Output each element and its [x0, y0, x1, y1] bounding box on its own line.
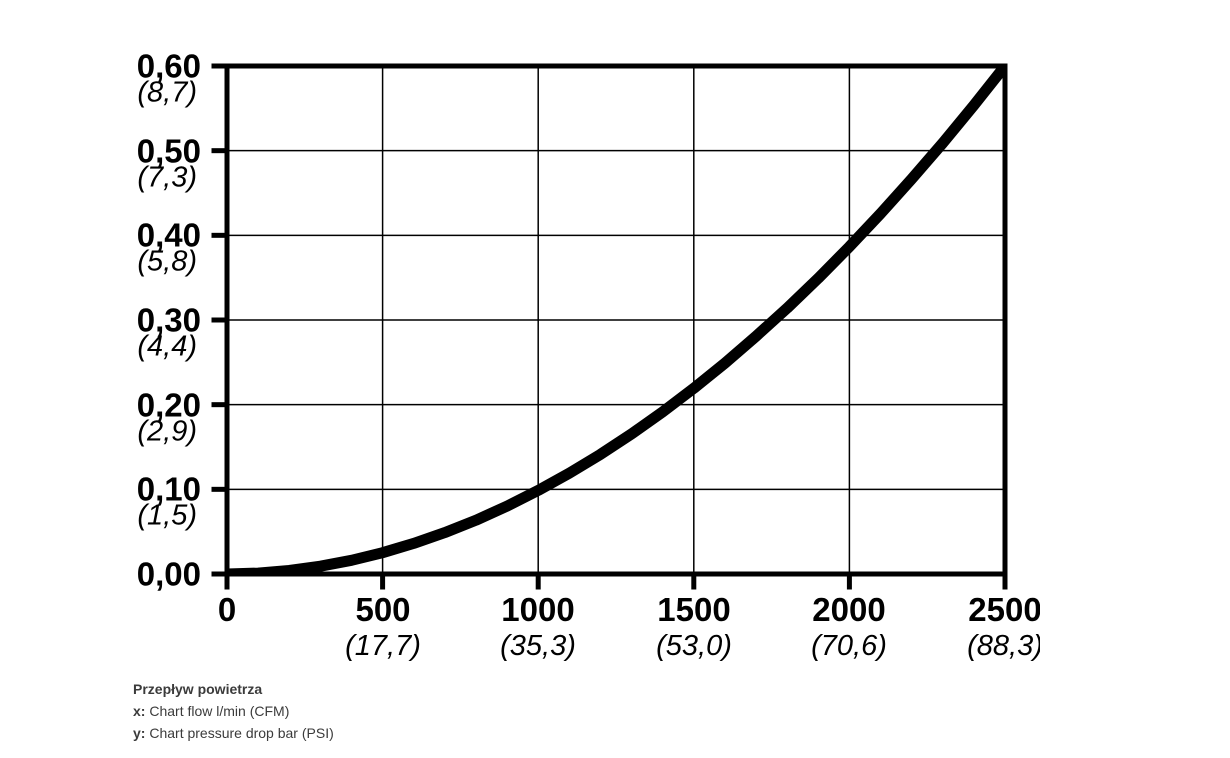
y-tick-secondary-label: (4,4)	[137, 330, 197, 363]
x-tick-secondary-label: (53,0)	[656, 630, 732, 662]
y-tick-secondary-label: (5,8)	[137, 245, 197, 278]
data-curve	[227, 63, 1008, 577]
caption-x-text: Chart flow l/min (CFM)	[145, 703, 290, 719]
x-tick-secondary-label: (17,7)	[345, 630, 421, 662]
caption-y-text: Chart pressure drop bar (PSI)	[145, 725, 334, 741]
caption-y-axis-description: y: Chart pressure drop bar (PSI)	[133, 722, 334, 744]
y-tick-secondary-label: (1,5)	[137, 499, 197, 532]
caption-y-prefix: y:	[133, 725, 146, 741]
x-tick-primary-label: 500	[355, 591, 411, 628]
x-tick-primary-label: 1000	[501, 591, 575, 628]
y-tick-secondary-label: (7,3)	[137, 161, 197, 194]
y-tick-secondary-label: (8,7)	[137, 76, 197, 109]
plot-svg	[211, 63, 1008, 590]
y-tick-primary-label: 0,10	[136, 470, 201, 508]
y-tick-primary-label: 0,40	[136, 216, 201, 254]
y-tick-primary-label: 0,60	[136, 47, 201, 85]
caption-x-axis-description: x: Chart flow l/min (CFM)	[133, 700, 334, 722]
x-tick-secondary-label: (70,6)	[811, 630, 887, 662]
x-tick-primary-label: 1500	[657, 591, 731, 628]
y-tick-primary-label: 0,20	[136, 386, 201, 424]
y-tick-primary-label: 0,00	[136, 555, 201, 593]
y-tick-secondary-label: (2,9)	[137, 415, 197, 448]
x-tick-primary-label: 0	[217, 591, 237, 628]
chart-area: 0,60 (8,7) 0,50 (7,3) 0,40 (5,8) 0,30 (4…	[136, 47, 1040, 663]
chart-caption: Przepływ powietrza x: Chart flow l/min (…	[133, 678, 334, 744]
y-tick-primary-label: 0,50	[136, 132, 201, 170]
x-tick-secondary-label: (88,3)	[967, 630, 1040, 662]
y-tick-primary-label: 0,30	[136, 301, 201, 339]
x-tick-primary-label: 2000	[812, 591, 886, 628]
caption-title: Przepływ powietrza	[133, 681, 263, 697]
x-tick-primary-label: 2500	[968, 591, 1040, 628]
x-tick-secondary-label: (35,3)	[500, 630, 576, 662]
caption-x-prefix: x:	[133, 703, 146, 719]
